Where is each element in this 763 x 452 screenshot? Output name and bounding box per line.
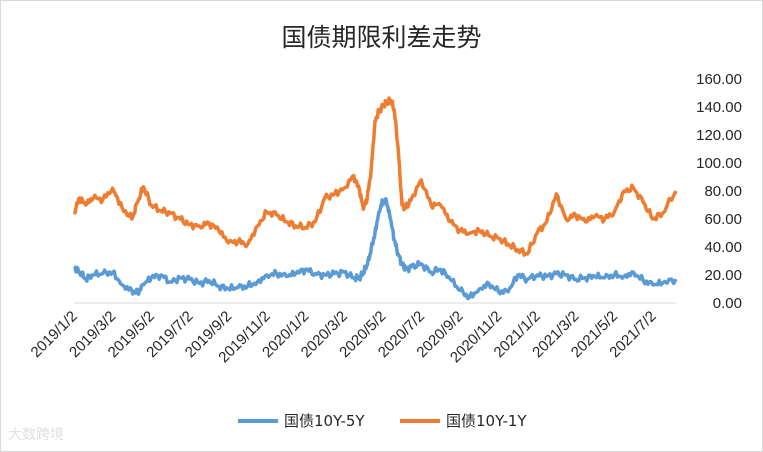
y-tick-label: 160.00 [696, 71, 742, 88]
y-tick-label: 80.00 [704, 183, 742, 200]
chart-title: 国债期限利差走势 [281, 23, 482, 52]
legend-label-series-1: 国债10Y-1Y [446, 412, 527, 430]
y-tick-label: 0.00 [713, 295, 742, 312]
legend: 国债10Y-5Y 国债10Y-1Y [238, 412, 527, 430]
y-axis: 0.00 20.00 40.00 60.00 80.00 100.00 120.00 140.… [696, 71, 742, 312]
y-tick-label: 60.00 [704, 211, 742, 228]
y-tick-label: 40.00 [704, 239, 742, 256]
series-line-0 [72, 196, 678, 301]
watermark: 大数跨境 [8, 427, 64, 443]
y-tick-label: 100.00 [696, 155, 742, 172]
y-tick-label: 120.00 [696, 127, 742, 144]
legend-label-series-0: 国债10Y-5Y [284, 412, 365, 430]
y-tick-label: 140.00 [696, 99, 742, 116]
series-line-1 [72, 96, 678, 257]
x-axis: 2019/1/22019/3/22019/5/22019/7/22019/9/2… [28, 302, 676, 366]
plot-area [72, 96, 678, 301]
y-tick-label: 20.00 [704, 267, 742, 284]
